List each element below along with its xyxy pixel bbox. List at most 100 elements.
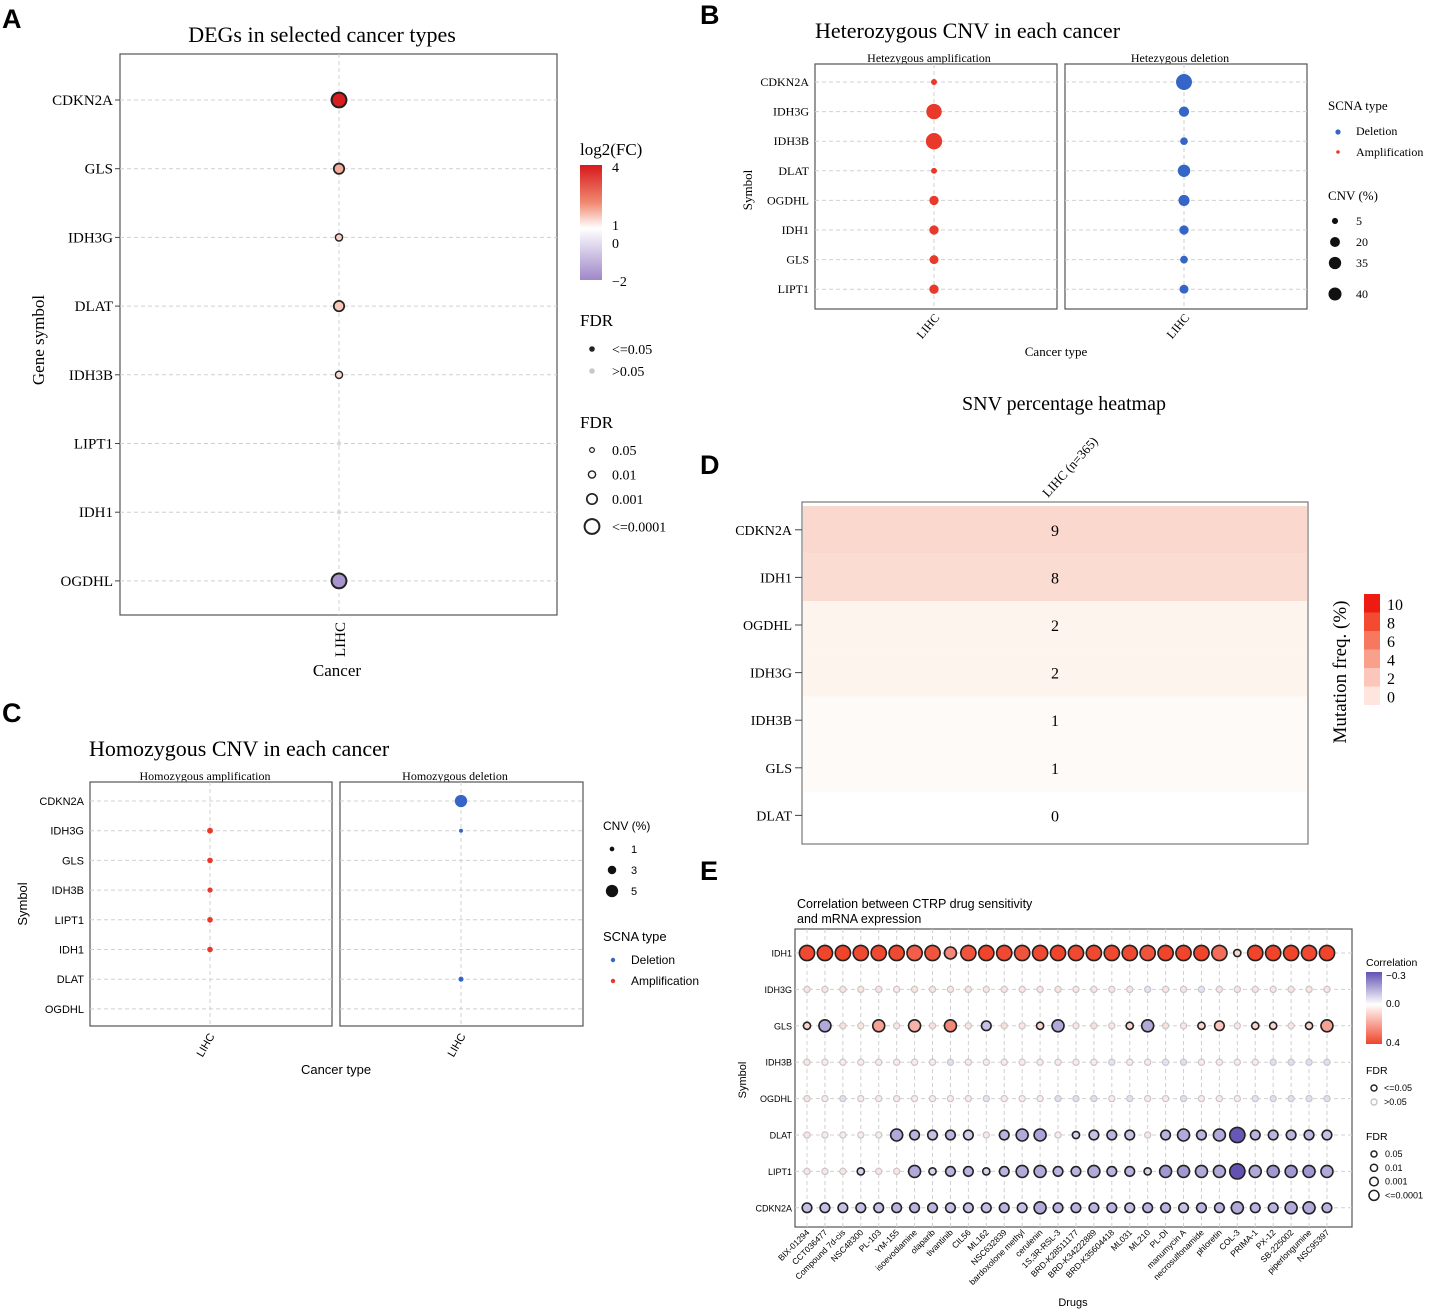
panel-a-legend-fdr-title: FDR xyxy=(580,311,614,330)
panel-e-point xyxy=(1072,1058,1080,1066)
panel-e-point xyxy=(1269,985,1277,994)
panel-e-point xyxy=(1233,1094,1242,1103)
panel-e-point xyxy=(821,1058,829,1066)
panel-d-legend-tick: 10 xyxy=(1387,597,1403,614)
panel-e-point xyxy=(839,985,847,994)
panel-e-point xyxy=(1176,1128,1191,1142)
panel-e-point xyxy=(1067,944,1085,962)
panel-e-point xyxy=(821,1131,829,1139)
panel-a-point xyxy=(334,370,344,380)
panel-e-point xyxy=(1018,1094,1026,1103)
panel-e-point xyxy=(1015,1128,1029,1142)
panel-e-point xyxy=(1016,1202,1028,1214)
panel-e-point xyxy=(1090,985,1098,994)
panel-e-point xyxy=(944,1165,957,1177)
panel-e-point xyxy=(1049,944,1067,962)
panel-e-point xyxy=(1140,1019,1155,1033)
panel-e-legend-size-label: <=0.0001 xyxy=(1385,1190,1423,1200)
panel-e-point xyxy=(1287,1094,1295,1103)
panel-a-legend-size-dot xyxy=(583,518,601,535)
panel-e-point xyxy=(944,1129,957,1141)
panel-e-point xyxy=(892,1167,901,1176)
panel-e-point xyxy=(1159,1129,1172,1141)
panel-e-legend-fdr-size-title: FDR xyxy=(1366,1131,1388,1143)
panel-e-point xyxy=(1266,1164,1280,1179)
panel-e-point xyxy=(1143,1167,1153,1176)
panel-a-legend-fc-tick-1: 1 xyxy=(612,219,619,234)
panel-e-point xyxy=(1126,1058,1134,1066)
panel-c-legend-deletion-dot xyxy=(610,957,616,963)
panel-b-gene-label: OGDHL xyxy=(767,193,809,207)
panel-a-legend-size-label: <=0.0001 xyxy=(612,521,666,536)
panel-e-point xyxy=(906,944,923,962)
panel-e-point xyxy=(1033,1201,1047,1215)
panel-e-point xyxy=(888,944,906,962)
panel-a-gene-label: LIPT1 xyxy=(74,437,113,453)
panel-b-amp-point xyxy=(931,79,937,85)
panel-c-legend-deletion-label: Deletion xyxy=(631,953,675,967)
panel-e-point xyxy=(943,946,958,960)
panel-a-ylabel: Gene symbol xyxy=(29,295,48,385)
panel-e-point xyxy=(1320,1164,1334,1179)
panel-e-point xyxy=(1282,944,1300,962)
panel-e-point xyxy=(982,985,991,994)
panel-b-gene-label: IDH1 xyxy=(782,223,809,237)
panel-e-point xyxy=(837,1202,849,1214)
panel-e-point xyxy=(802,1021,812,1031)
panel-e-point xyxy=(981,1167,991,1176)
panel-e-point xyxy=(1197,1094,1206,1103)
panel-e-point xyxy=(1121,944,1139,962)
panel-e-point xyxy=(1249,1129,1261,1141)
panel-e-point xyxy=(1103,944,1121,962)
panel-e-point xyxy=(1304,1021,1314,1031)
panel-e-point xyxy=(834,944,852,962)
panel-e-legend-size-dot xyxy=(1368,1176,1380,1187)
panel-a-xlabel: Cancer xyxy=(313,661,361,680)
panel-e-point xyxy=(1197,1021,1206,1031)
panel-e-legend-size-label: 0.01 xyxy=(1385,1163,1403,1173)
panel-e-point xyxy=(982,1131,991,1139)
panel-e-point xyxy=(821,1167,829,1176)
panel-e-ylabel: Symbol xyxy=(737,1062,749,1099)
panel-e-gene-label: OGDHL xyxy=(760,1094,792,1104)
panel-e-point xyxy=(982,1094,991,1103)
panel-e-point xyxy=(1268,1021,1278,1031)
panel-e-point xyxy=(1321,1129,1333,1141)
panel-b-amp-point xyxy=(929,255,939,265)
panel-e-point xyxy=(1126,1094,1134,1103)
panel-b-legend-size-label: 5 xyxy=(1356,214,1362,228)
panel-e-point xyxy=(1018,1058,1026,1066)
panel-a-legend-fdr-size: 0.05 0.01 0.001 <=0.0001 xyxy=(583,444,666,536)
panel-e-point xyxy=(1287,1022,1295,1030)
panel-b-del-point xyxy=(1179,225,1189,235)
panel-b-amp-point xyxy=(931,167,937,174)
panel-e-point xyxy=(1054,1131,1062,1139)
panel-e-legend-corr-colorbar xyxy=(1366,972,1382,1044)
panel-b-title: Heterozygous CNV in each cancer xyxy=(815,18,1121,43)
panel-d: SNV percentage heatmap LIHC (n=365) 9 8 2 2… xyxy=(735,393,1403,845)
panel-d-legend-step xyxy=(1364,594,1380,613)
panel-e-point xyxy=(1090,1022,1098,1030)
panel-e-point xyxy=(998,1202,1010,1214)
panel-e-point xyxy=(1269,1094,1277,1103)
panel-e-point xyxy=(857,1022,865,1030)
panel-e-point xyxy=(1213,1202,1225,1214)
panel-e-point xyxy=(1267,1129,1279,1141)
panel-e-point xyxy=(1015,1164,1029,1179)
panel-e-point xyxy=(1228,1163,1246,1180)
panel-b-del-point xyxy=(1179,284,1189,294)
panel-e-point xyxy=(907,1019,922,1033)
panel-e-point xyxy=(1013,944,1031,962)
panel-e-point xyxy=(924,944,941,962)
panel-d-cells: 9 8 2 2 1 1 0 xyxy=(803,506,1307,840)
panel-b-facet-frame-amp xyxy=(814,63,1058,310)
panel-b-del-point xyxy=(1180,137,1188,146)
panel-e-point xyxy=(1228,1126,1246,1144)
panel-e-point xyxy=(1175,944,1192,962)
panel-e-point xyxy=(875,1058,883,1066)
panel-e-point xyxy=(964,1022,973,1030)
panel-b-del-point xyxy=(1177,164,1191,177)
panel-e-point xyxy=(962,1202,974,1214)
panel-e-point xyxy=(1087,1164,1101,1179)
panel-e-point xyxy=(803,985,811,994)
